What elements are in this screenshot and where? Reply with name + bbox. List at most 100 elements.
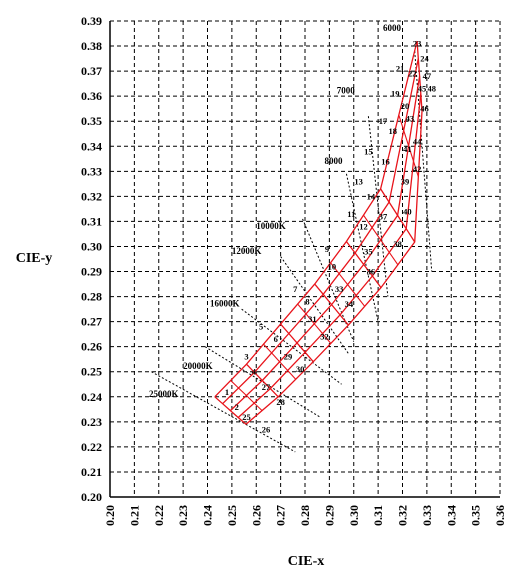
- y-tick-label: 0.22: [81, 440, 102, 454]
- y-tick-label: 0.33: [81, 164, 102, 178]
- bin-label: 29: [284, 352, 293, 362]
- x-tick-label: 0.28: [298, 505, 312, 526]
- x-tick-label: 0.29: [322, 505, 336, 526]
- x-axis-title: CIE-x: [288, 554, 325, 569]
- bin-edge-mid: [398, 114, 419, 177]
- bin-label: 37: [379, 211, 388, 221]
- bin-label: 28: [276, 397, 285, 407]
- y-tick-label: 0.26: [81, 340, 102, 354]
- bin-edge-mid: [230, 380, 263, 411]
- cct-label: 16000K: [210, 299, 240, 309]
- bin-label: 3: [244, 352, 248, 362]
- bin-label: 24: [420, 54, 429, 64]
- x-tick-label: 0.33: [420, 505, 434, 526]
- bin-label: 33: [335, 284, 344, 294]
- axes: [109, 21, 500, 498]
- bin-label: 36: [367, 267, 376, 277]
- bin-label: 31: [308, 314, 317, 324]
- bin-label: 21: [396, 64, 405, 74]
- bin-label: 14: [367, 191, 376, 201]
- bin-label: 44: [413, 136, 422, 146]
- y-tick-label: 0.32: [81, 189, 102, 203]
- bin-edge-mid: [363, 214, 399, 266]
- bin-label: 19: [391, 89, 400, 99]
- x-tick-label: 0.27: [274, 505, 288, 526]
- bin-edge-along: [237, 93, 422, 418]
- bin-label: 16: [381, 156, 390, 166]
- x-tick-label: 0.30: [347, 505, 361, 526]
- cct-label: 10000K: [256, 221, 286, 231]
- y-tick-label: 0.39: [81, 14, 102, 28]
- bin-label: 48: [428, 84, 437, 94]
- bin-edge-along: [229, 75, 421, 412]
- bin-label: 35: [364, 246, 373, 256]
- x-tick-label: 0.24: [201, 505, 215, 526]
- cct-label: 6000: [383, 23, 402, 33]
- bin-grid: [214, 40, 423, 425]
- bin-label: 13: [354, 176, 363, 186]
- cct-label: 8000: [325, 156, 344, 166]
- tick-labels: 0.20 0.21 0.22 0.23 0.24 0.25 0.26 0.27 0.28 0.29…: [81, 14, 507, 526]
- y-tick-label: 0.23: [81, 415, 102, 429]
- bin-label: 9: [325, 244, 329, 254]
- bin-label: 20: [401, 101, 410, 111]
- bin-label: 27: [262, 382, 271, 392]
- bin-edge-along: [222, 58, 419, 405]
- bin-label: 6: [274, 334, 278, 344]
- y-tick-label: 0.21: [81, 465, 102, 479]
- bin-label: 41: [403, 144, 412, 154]
- y-tick-label: 0.38: [81, 39, 102, 53]
- bin-label: 4: [252, 367, 257, 377]
- x-tick-label: 0.32: [396, 505, 410, 526]
- bin-label: 25: [242, 412, 251, 422]
- bin-label: 26: [262, 424, 271, 434]
- bin-edge-mid: [297, 303, 332, 344]
- bin-label: 45: [418, 84, 427, 94]
- y-tick-label: 0.20: [81, 490, 102, 504]
- bin-label: 18: [389, 126, 398, 136]
- y-tick-label: 0.34: [81, 139, 102, 153]
- bin-labels: 1225264327286529308731321093334121135361…: [225, 39, 436, 435]
- x-tick-label: 0.26: [249, 505, 263, 526]
- y-axis-title: CIE-y: [16, 251, 53, 266]
- y-tick-label: 0.25: [81, 365, 102, 379]
- x-tick-label: 0.31: [371, 505, 385, 526]
- bin-label: 32: [320, 332, 329, 342]
- bin-label: 40: [403, 206, 412, 216]
- bin-label: 46: [420, 104, 429, 114]
- cct-labels: 25000K 20000K 16000K 12000K 10000K 8000 7000 60…: [149, 23, 402, 399]
- bin-label: 23: [413, 39, 422, 49]
- bin-label: 7: [293, 284, 298, 294]
- y-tick-label: 0.30: [81, 239, 102, 253]
- bin-label: 17: [379, 116, 388, 126]
- cct-label: 7000: [337, 86, 356, 96]
- x-tick-label: 0.36: [493, 505, 507, 526]
- bin-label: 42: [413, 164, 422, 174]
- bin-label: 30: [296, 364, 305, 374]
- x-tick-label: 0.22: [152, 505, 166, 526]
- bin-label: 2: [235, 402, 239, 412]
- y-tick-label: 0.24: [81, 390, 102, 404]
- bin-label: 22: [408, 69, 417, 79]
- bin-label: 8: [305, 297, 309, 307]
- y-tick-label: 0.37: [81, 64, 102, 78]
- bin-label: 15: [364, 146, 373, 156]
- bin-label: 11: [347, 209, 355, 219]
- bin-edge-mid: [263, 343, 297, 380]
- bin-label: 39: [401, 176, 410, 186]
- cct-isotherm-line: [241, 308, 342, 385]
- bin-label: 47: [423, 71, 432, 81]
- bin-label: 10: [328, 262, 337, 272]
- bin-label: 12: [359, 221, 368, 231]
- bin-edge-along: [214, 40, 418, 398]
- y-tick-label: 0.27: [81, 315, 102, 329]
- bin-label: 43: [406, 114, 415, 124]
- y-tick-label: 0.31: [81, 214, 102, 228]
- cct-label: 20000K: [183, 361, 213, 371]
- bin-label: 5: [259, 322, 263, 332]
- cct-label: 25000K: [149, 389, 179, 399]
- bin-edge-mid: [330, 262, 366, 307]
- x-tick-label: 0.20: [103, 505, 117, 526]
- x-tick-label: 0.23: [176, 505, 190, 526]
